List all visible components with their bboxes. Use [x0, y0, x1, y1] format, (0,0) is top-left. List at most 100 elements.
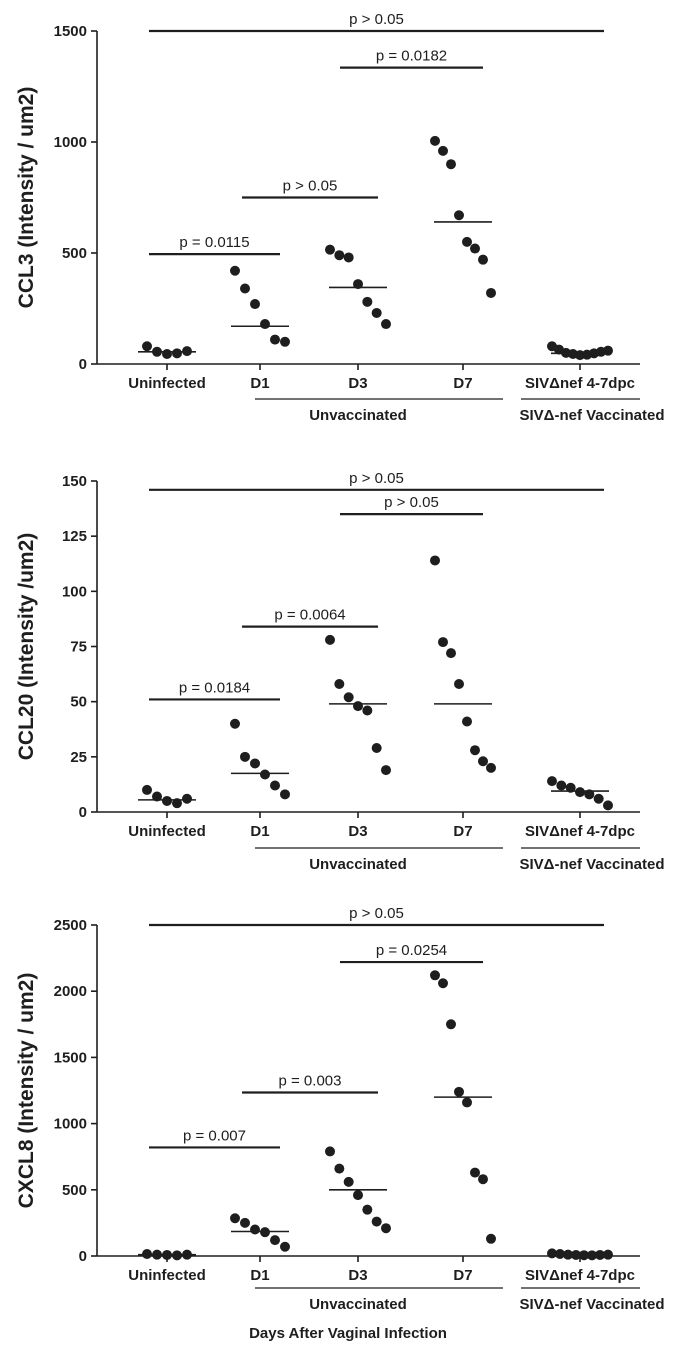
data-point	[371, 743, 382, 754]
data-point	[470, 1167, 480, 1178]
p-value-label: p > 0.05	[283, 178, 338, 195]
y-axis-label: CXCL8 (Intensity / um2)	[15, 973, 38, 1209]
data-point	[371, 307, 382, 318]
y-axis-label: CCL20 (Intensity /um2)	[15, 533, 38, 761]
data-point	[486, 762, 496, 773]
data-point	[334, 679, 345, 690]
data-point	[325, 634, 335, 645]
y-tick-label: 1000	[54, 134, 87, 151]
data-point	[446, 159, 456, 170]
y-tick-label: 100	[62, 583, 87, 600]
y-tick-label: 0	[79, 1248, 87, 1265]
data-point	[438, 145, 448, 156]
group-label-unvaccinated: Unvaccinated	[309, 1296, 407, 1313]
data-point	[270, 334, 280, 345]
data-point	[381, 765, 391, 776]
y-tick-label: 150	[62, 473, 87, 490]
data-point	[362, 296, 373, 307]
data-point	[280, 789, 290, 800]
data-point	[182, 793, 192, 804]
data-point	[334, 250, 345, 261]
chart-panel-3: 0 500 1000 1500 2000 2500 CXCL8 (Intensity / u…	[15, 905, 665, 1313]
data-point	[556, 780, 567, 791]
data-point	[575, 787, 585, 798]
x-tick-label: SIVΔnef 4-7dpc	[525, 823, 635, 840]
group-label-unvaccinated: Unvaccinated	[309, 407, 407, 424]
data-point	[162, 349, 172, 360]
x-tick-label: D3	[348, 823, 367, 840]
data-point	[240, 283, 250, 294]
group-label-vaccinated: SIVΔ-nef Vaccinated	[520, 856, 665, 873]
data-point	[446, 1019, 456, 1030]
group-label-unvaccinated: Unvaccinated	[309, 856, 407, 873]
p-value-label: p = 0.007	[183, 1127, 246, 1144]
chart-panel-1: 0 500 1000 1500 CCL3 (Intensity / um2) Uninfe…	[15, 11, 665, 424]
data-point	[142, 784, 152, 795]
data-point	[280, 1241, 290, 1252]
data-point	[438, 978, 448, 989]
data-point	[172, 348, 182, 359]
data-point	[593, 793, 604, 804]
data-point	[334, 1163, 345, 1174]
data-point	[454, 1086, 464, 1097]
data-point	[343, 692, 354, 703]
data-point	[230, 265, 240, 276]
data-point	[603, 345, 613, 356]
x-tick-label: D3	[348, 375, 367, 392]
p-value-label: p = 0.0115	[179, 234, 249, 251]
data-point	[240, 1217, 250, 1228]
p-value-label: p = 0.0184	[179, 679, 250, 696]
x-tick-label: D7	[453, 823, 472, 840]
p-value-label: p = 0.003	[279, 1072, 342, 1089]
data-point	[478, 254, 488, 265]
data-point	[547, 776, 557, 787]
y-tick-label: 2000	[54, 983, 87, 1000]
y-tick-label: 2500	[54, 917, 87, 934]
data-point	[230, 718, 240, 729]
data-point	[470, 243, 480, 254]
chart-panel-2: 0 25 50 75 100 125 150 CCL20 (Intensity /um2) Un…	[15, 470, 665, 873]
data-point	[584, 789, 595, 800]
x-tick-label: D7	[453, 375, 472, 392]
data-point	[371, 1216, 382, 1227]
data-point	[462, 236, 472, 247]
data-point	[454, 679, 464, 690]
data-point	[381, 1223, 391, 1234]
data-point	[260, 319, 270, 330]
data-point	[353, 1190, 363, 1201]
p-value-label: p > 0.05	[349, 470, 404, 487]
data-point	[430, 135, 440, 146]
data-point	[446, 648, 456, 659]
x-tick-label: SIVΔnef 4-7dpc	[525, 1267, 635, 1284]
y-tick-label: 25	[70, 749, 87, 766]
data-point	[462, 1097, 472, 1108]
data-point	[250, 758, 260, 769]
y-axis-label: CCL3 (Intensity / um2)	[15, 87, 38, 309]
data-point	[430, 555, 440, 566]
data-point	[325, 1146, 335, 1157]
data-point	[353, 279, 363, 290]
p-value-label: p > 0.05	[349, 11, 404, 28]
data-point	[343, 252, 354, 263]
data-point	[478, 1174, 488, 1185]
data-point	[172, 798, 182, 809]
x-tick-label: Uninfected	[128, 1267, 206, 1284]
p-value-label: p > 0.05	[349, 905, 404, 922]
data-point	[438, 637, 448, 648]
data-point	[250, 1224, 260, 1235]
data-point	[603, 800, 613, 811]
data-point	[230, 1213, 240, 1224]
group-label-vaccinated: SIVΔ-nef Vaccinated	[520, 1296, 665, 1313]
x-tick-label: D1	[250, 1267, 269, 1284]
data-point	[454, 210, 464, 221]
data-point	[152, 791, 162, 802]
data-point	[343, 1176, 354, 1187]
data-point	[486, 287, 496, 298]
y-tick-label: 50	[70, 694, 87, 711]
y-tick-label: 0	[79, 804, 87, 821]
x-tick-label: Uninfected	[128, 823, 206, 840]
p-value-label: p > 0.05	[384, 494, 439, 511]
y-tick-label: 500	[62, 245, 87, 262]
data-point	[362, 1204, 373, 1215]
